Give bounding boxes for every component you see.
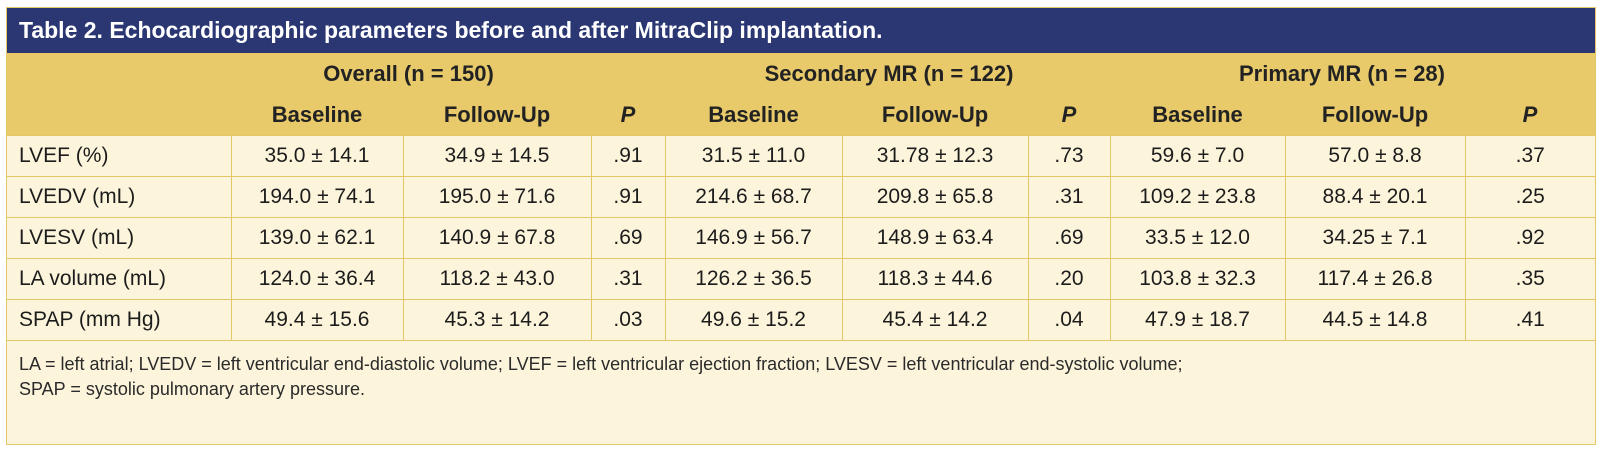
value-cell: 195.0 ± 71.6 bbox=[402, 176, 591, 218]
p-value-cell: .03 bbox=[590, 299, 665, 340]
value-cell: 59.6 ± 7.0 bbox=[1109, 135, 1285, 177]
value-cell: 44.5 ± 14.8 bbox=[1284, 299, 1465, 340]
table-frame: Table 2. Echocardiographic parameters be… bbox=[6, 7, 1596, 445]
value-cell: 148.9 ± 63.4 bbox=[841, 217, 1028, 259]
row-label: LA volume (mL) bbox=[7, 258, 231, 300]
data-table: LVEF (%) 35.0 ± 14.1 34.9 ± 14.5.91 31.5 ± … bbox=[7, 135, 1595, 340]
value-cell: 118.2 ± 43.0 bbox=[402, 258, 591, 300]
table-row: LVEF (%) 35.0 ± 14.1 34.9 ± 14.5.91 31.5 ± … bbox=[7, 135, 1595, 177]
value-cell: 118.3 ± 44.6 bbox=[841, 258, 1028, 300]
p-value-cell: .69 bbox=[1027, 217, 1110, 259]
p-value-cell: .04 bbox=[1027, 299, 1110, 340]
value-cell: 35.0 ± 14.1 bbox=[230, 135, 403, 177]
value-cell: 33.5 ± 12.0 bbox=[1109, 217, 1285, 259]
group-overall: Overall (n = 150) bbox=[323, 61, 494, 86]
p-value-cell: .25 bbox=[1464, 176, 1595, 218]
p-value-cell: .92 bbox=[1464, 217, 1595, 259]
subheader-p-overall: P bbox=[620, 102, 636, 127]
p-value-cell: .31 bbox=[590, 258, 665, 300]
value-cell: 34.9 ± 14.5 bbox=[402, 135, 591, 177]
value-cell: 49.6 ± 15.2 bbox=[664, 299, 842, 340]
p-value-cell: .41 bbox=[1464, 299, 1595, 340]
p-value-cell: .91 bbox=[590, 176, 665, 218]
footnote-line-1: LA = left atrial; LVEDV = left ventricul… bbox=[19, 354, 1183, 374]
footnote-line-2: SPAP = systolic pulmonary artery pressur… bbox=[19, 379, 365, 399]
row-label: LVEF (%) bbox=[7, 135, 231, 177]
value-cell: 57.0 ± 8.8 bbox=[1284, 135, 1465, 177]
value-cell: 214.6 ± 68.7 bbox=[664, 176, 842, 218]
value-cell: 31.78 ± 12.3 bbox=[841, 135, 1028, 177]
value-cell: 124.0 ± 36.4 bbox=[230, 258, 403, 300]
row-label: LVESV (mL) bbox=[7, 217, 231, 259]
value-cell: 103.8 ± 32.3 bbox=[1109, 258, 1285, 300]
p-value-cell: .91 bbox=[590, 135, 665, 177]
value-cell: 117.4 ± 26.8 bbox=[1284, 258, 1465, 300]
p-value-cell: .20 bbox=[1027, 258, 1110, 300]
value-cell: 88.4 ± 20.1 bbox=[1284, 176, 1465, 218]
p-value-cell: .31 bbox=[1027, 176, 1110, 218]
value-cell: 126.2 ± 36.5 bbox=[664, 258, 842, 300]
subheader-followup-primary: Follow-Up bbox=[1321, 102, 1429, 127]
value-cell: 139.0 ± 62.1 bbox=[230, 217, 403, 259]
subheader-baseline-primary: Baseline bbox=[1152, 102, 1243, 127]
p-value-cell: .37 bbox=[1464, 135, 1595, 177]
value-cell: 45.4 ± 14.2 bbox=[841, 299, 1028, 340]
table-row: LVESV (mL) 139.0 ± 62.1 140.9 ± 67.8.69 146… bbox=[7, 217, 1595, 259]
subheader-followup-overall: Follow-Up bbox=[443, 102, 551, 127]
value-cell: 45.3 ± 14.2 bbox=[402, 299, 591, 340]
value-cell: 49.4 ± 15.6 bbox=[230, 299, 403, 340]
table-title: Table 2. Echocardiographic parameters be… bbox=[7, 8, 1595, 53]
table-header: Overall (n = 150) Secondary MR (n = 122)… bbox=[7, 53, 1595, 135]
sub-header-row: Baseline Follow-Up P Baseline Follow-Up … bbox=[7, 94, 1595, 135]
value-cell: 146.9 ± 56.7 bbox=[664, 217, 842, 259]
subheader-followup-secondary: Follow-Up bbox=[881, 102, 989, 127]
p-value-cell: .73 bbox=[1027, 135, 1110, 177]
value-cell: 109.2 ± 23.8 bbox=[1109, 176, 1285, 218]
table-row: LA volume (mL) 124.0 ± 36.4 118.2 ± 43.0.3… bbox=[7, 258, 1595, 300]
subheader-p-primary: P bbox=[1522, 102, 1538, 127]
footnote: LA = left atrial; LVEDV = left ventricul… bbox=[7, 340, 1595, 402]
group-secondary-mr: Secondary MR (n = 122) bbox=[764, 61, 1014, 86]
row-label: SPAP (mm Hg) bbox=[7, 299, 231, 340]
subheader-baseline-overall: Baseline bbox=[271, 102, 363, 127]
row-label: LVEDV (mL) bbox=[7, 176, 231, 218]
table-row: LVEDV (mL) 194.0 ± 74.1 195.0 ± 71.6.91 214… bbox=[7, 176, 1595, 218]
value-cell: 47.9 ± 18.7 bbox=[1109, 299, 1285, 340]
table-row: SPAP (mm Hg) 49.4 ± 15.6 45.3 ± 14.2.03 49.… bbox=[7, 299, 1595, 340]
group-header-row: Overall (n = 150) Secondary MR (n = 122)… bbox=[7, 53, 1595, 94]
value-cell: 140.9 ± 67.8 bbox=[402, 217, 591, 259]
subheader-p-secondary: P bbox=[1061, 102, 1077, 127]
subheader-baseline-secondary: Baseline bbox=[708, 102, 799, 127]
value-cell: 209.8 ± 65.8 bbox=[841, 176, 1028, 218]
group-primary-mr: Primary MR (n = 28) bbox=[1238, 61, 1445, 86]
value-cell: 31.5 ± 11.0 bbox=[664, 135, 842, 177]
p-value-cell: .69 bbox=[590, 217, 665, 259]
value-cell: 34.25 ± 7.1 bbox=[1284, 217, 1465, 259]
value-cell: 194.0 ± 74.1 bbox=[230, 176, 403, 218]
p-value-cell: .35 bbox=[1464, 258, 1595, 300]
